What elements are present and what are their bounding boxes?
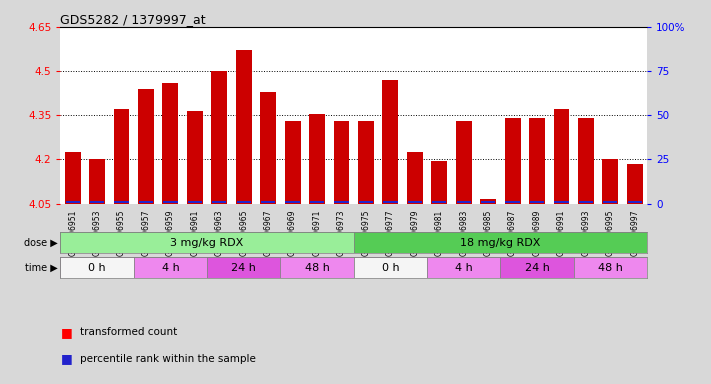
- Text: 4 h: 4 h: [161, 263, 179, 273]
- Bar: [260, 92, 276, 204]
- Bar: [89, 159, 105, 204]
- Text: ■: ■: [60, 353, 73, 366]
- Bar: [90, 201, 105, 203]
- Bar: [212, 201, 226, 203]
- Bar: [480, 199, 496, 204]
- Bar: [358, 121, 374, 204]
- Text: transformed count: transformed count: [80, 327, 178, 337]
- Bar: [456, 201, 471, 203]
- Bar: [187, 111, 203, 204]
- Bar: [456, 121, 471, 204]
- Text: 24 h: 24 h: [525, 263, 550, 273]
- Bar: [333, 121, 349, 204]
- Bar: [505, 118, 520, 204]
- Bar: [286, 201, 300, 203]
- Bar: [284, 121, 301, 204]
- Bar: [134, 257, 207, 278]
- Bar: [579, 201, 593, 203]
- Text: ■: ■: [60, 326, 73, 339]
- Bar: [334, 201, 348, 203]
- Bar: [627, 164, 643, 204]
- Bar: [60, 257, 134, 278]
- Bar: [310, 201, 324, 203]
- Bar: [138, 89, 154, 204]
- Text: 0 h: 0 h: [382, 263, 399, 273]
- Bar: [628, 201, 642, 203]
- Bar: [65, 201, 80, 203]
- Bar: [383, 201, 397, 203]
- Bar: [60, 232, 354, 253]
- Bar: [407, 201, 422, 203]
- Text: 3 mg/kg RDX: 3 mg/kg RDX: [171, 238, 244, 248]
- Bar: [280, 257, 353, 278]
- Bar: [236, 50, 252, 204]
- Text: 18 mg/kg RDX: 18 mg/kg RDX: [460, 238, 540, 248]
- Bar: [163, 83, 178, 204]
- Text: percentile rank within the sample: percentile rank within the sample: [80, 354, 256, 364]
- Bar: [359, 201, 373, 203]
- Bar: [211, 71, 228, 204]
- Bar: [353, 257, 427, 278]
- Bar: [427, 257, 501, 278]
- Bar: [309, 114, 325, 204]
- Bar: [164, 201, 178, 203]
- Bar: [432, 161, 447, 204]
- Text: 4 h: 4 h: [455, 263, 473, 273]
- Text: 0 h: 0 h: [88, 263, 106, 273]
- Bar: [555, 201, 569, 203]
- Bar: [407, 152, 423, 204]
- Bar: [554, 109, 570, 204]
- Bar: [114, 201, 129, 203]
- Text: GDS5282 / 1379997_at: GDS5282 / 1379997_at: [60, 13, 206, 26]
- Text: 24 h: 24 h: [231, 263, 256, 273]
- Bar: [506, 201, 520, 203]
- Bar: [432, 201, 447, 203]
- Text: dose ▶: dose ▶: [23, 238, 58, 248]
- Bar: [530, 201, 544, 203]
- Bar: [529, 118, 545, 204]
- Bar: [578, 118, 594, 204]
- Text: 48 h: 48 h: [598, 263, 623, 273]
- Bar: [481, 201, 496, 203]
- Bar: [114, 109, 129, 204]
- Bar: [383, 80, 398, 204]
- Bar: [353, 232, 647, 253]
- Bar: [603, 201, 617, 203]
- Bar: [188, 201, 202, 203]
- Bar: [602, 159, 619, 204]
- Bar: [139, 201, 153, 203]
- Bar: [501, 257, 574, 278]
- Text: 48 h: 48 h: [304, 263, 329, 273]
- Bar: [65, 152, 80, 204]
- Bar: [574, 257, 647, 278]
- Bar: [261, 201, 275, 203]
- Bar: [207, 257, 280, 278]
- Bar: [237, 201, 251, 203]
- Text: time ▶: time ▶: [25, 263, 58, 273]
